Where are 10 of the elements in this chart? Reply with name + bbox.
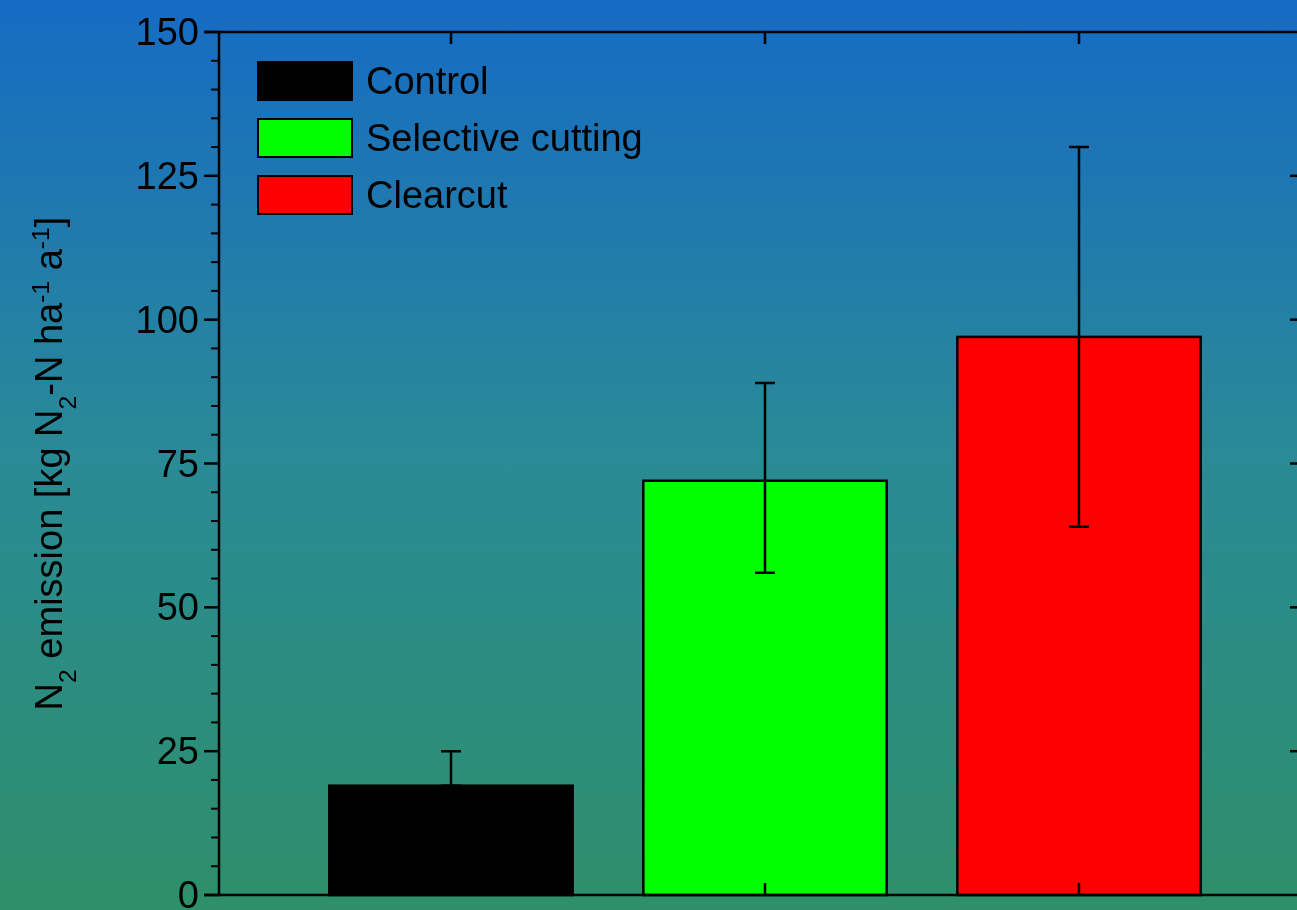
y-tick-label: 25 xyxy=(156,730,199,773)
legend-label: Control xyxy=(366,60,489,102)
y-tick-label: 0 xyxy=(177,874,199,910)
y-tick-label: 100 xyxy=(135,298,199,341)
legend-label: Clearcut xyxy=(366,174,508,216)
y-tick-label: 150 xyxy=(135,11,199,53)
y-tick-label: 125 xyxy=(135,154,199,197)
legend-label: Selective cutting xyxy=(366,117,643,159)
y-tick-label: 50 xyxy=(156,586,199,629)
y-tick-label: 75 xyxy=(156,442,199,485)
